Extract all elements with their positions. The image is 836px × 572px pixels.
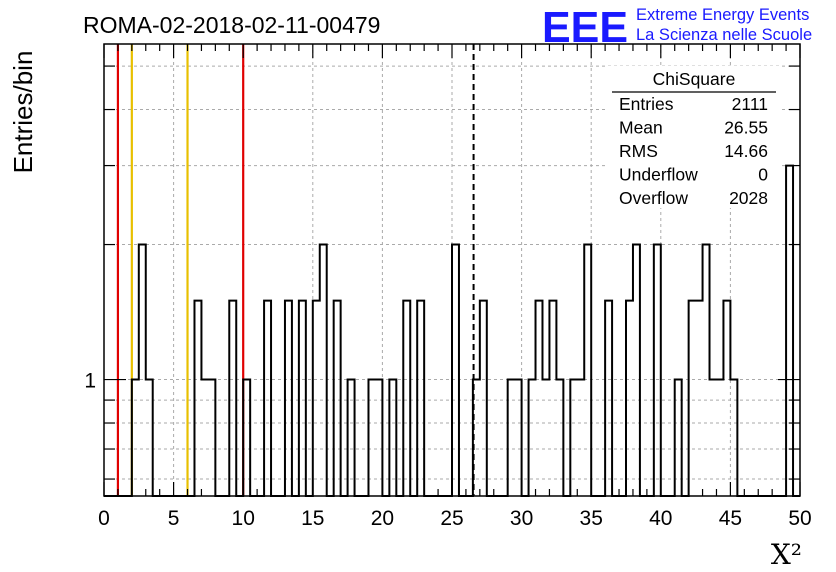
y-tick-labels: 1	[84, 370, 96, 393]
stats-box: ChiSquare Entries 2111 Mean 26.55 RMS 14.66 Un…	[608, 66, 780, 208]
x-tick-label: 35	[580, 507, 603, 530]
x-tick-labels: 0 5 10 15 20 25 30 35 40 45 50	[98, 507, 812, 530]
stats-title: ChiSquare	[653, 69, 736, 89]
histogram-outline	[104, 164, 800, 497]
x-tick-label: 50	[788, 507, 811, 530]
x-tick-label: 5	[168, 507, 180, 530]
stats-row-value: 2111	[732, 94, 768, 114]
stats-row-value: 26.55	[724, 118, 768, 138]
x-tick-label: 25	[440, 507, 463, 530]
stats-box-background	[608, 66, 780, 208]
x-tick-label: 10	[232, 507, 255, 530]
plot-frame	[103, 43, 801, 497]
y-tick-label: 1	[84, 370, 96, 393]
x-tick-label: 30	[510, 507, 533, 530]
logo-line-1: Extreme Energy Events	[636, 6, 809, 24]
x-tick-label: 40	[649, 507, 672, 530]
stats-row-label: Entries	[619, 94, 674, 114]
axis-ticks	[103, 44, 801, 496]
stats-row-value: 14.66	[724, 141, 768, 161]
logo-line-2: La Scienza nelle Scuole	[636, 26, 812, 44]
x-tick-label: 0	[98, 507, 110, 530]
stats-row-label: Underflow	[619, 165, 698, 185]
eee-logo: EEE Extreme Energy Events La Scienza nel…	[542, 3, 812, 52]
x-tick-label: 15	[301, 507, 324, 530]
stats-row-label: Mean	[619, 118, 663, 138]
stats-row-label: RMS	[619, 141, 658, 161]
histogram	[104, 164, 800, 497]
stats-row-value: 2028	[729, 188, 768, 208]
stats-row-value: 0	[758, 165, 768, 185]
chart-title: ROMA-02-2018-02-11-00479	[83, 12, 380, 38]
x-axis-title: X²	[771, 538, 802, 571]
stats-row-label: Overflow	[619, 188, 688, 208]
reference-lines	[116, 44, 475, 496]
x-tick-label: 45	[719, 507, 742, 530]
x-tick-label: 20	[371, 507, 394, 530]
y-axis-title: Entries/bin	[8, 51, 38, 174]
